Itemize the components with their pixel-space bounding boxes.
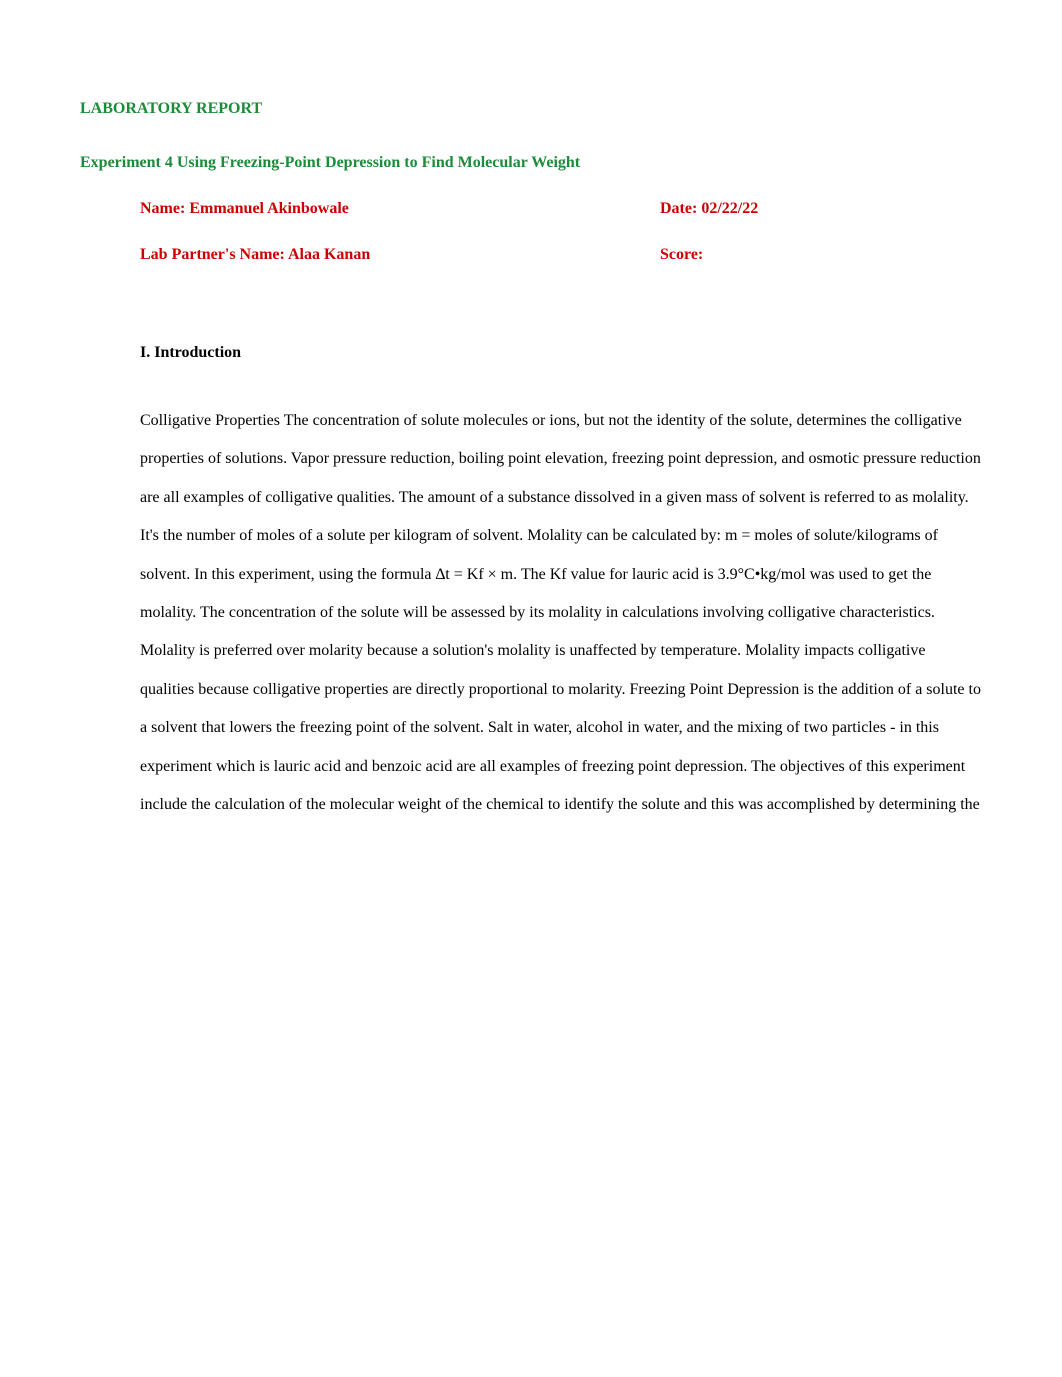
partner-label: Lab Partner's Name: Alaa Kanan <box>140 246 660 264</box>
laboratory-report-title: LABORATORY REPORT <box>80 100 982 118</box>
introduction-heading: I. Introduction <box>80 344 982 362</box>
experiment-title: Experiment 4 Using Freezing-Point Depres… <box>80 154 982 172</box>
introduction-body: Colligative Properties The concentration… <box>80 402 982 824</box>
date-label: Date: 02/22/22 <box>660 200 758 218</box>
name-label: Name: Emmanuel Akinbowale <box>140 200 660 218</box>
name-date-row: Name: Emmanuel Akinbowale Date: 02/22/22 <box>80 200 982 218</box>
score-label: Score: <box>660 246 703 264</box>
partner-score-row: Lab Partner's Name: Alaa Kanan Score: <box>80 246 982 264</box>
